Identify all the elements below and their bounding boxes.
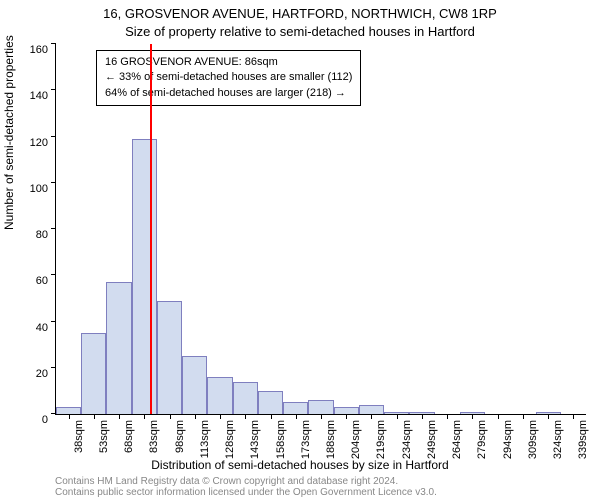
- y-tick-mark: [51, 367, 56, 368]
- x-tick-label: 98sqm: [174, 420, 186, 453]
- histogram-bar: [81, 333, 106, 414]
- attribution-text: Contains HM Land Registry data © Crown c…: [55, 476, 437, 498]
- chart-title-line1: 16, GROSVENOR AVENUE, HARTFORD, NORTHWIC…: [0, 6, 600, 21]
- x-tick-mark: [472, 414, 473, 419]
- x-tick-label: 309sqm: [527, 420, 539, 459]
- chart-container: 16, GROSVENOR AVENUE, HARTFORD, NORTHWIC…: [0, 0, 600, 500]
- histogram-bar: [334, 407, 359, 414]
- highlight-line: [150, 44, 152, 414]
- x-tick-label: 294sqm: [502, 420, 514, 459]
- x-tick-label: 204sqm: [350, 420, 362, 459]
- x-tick-mark: [447, 414, 448, 419]
- y-tick-mark: [51, 89, 56, 90]
- attribution-line2: Contains public sector information licen…: [55, 487, 437, 498]
- x-tick-mark: [321, 414, 322, 419]
- x-tick-mark: [523, 414, 524, 419]
- y-tick-mark: [51, 228, 56, 229]
- histogram-bar: [308, 400, 333, 414]
- x-tick-mark: [94, 414, 95, 419]
- histogram-bar: [182, 356, 207, 414]
- x-tick-mark: [245, 414, 246, 419]
- x-tick-mark: [573, 414, 574, 419]
- y-tick-label: 20: [36, 368, 48, 380]
- y-tick-mark: [51, 274, 56, 275]
- x-tick-label: 173sqm: [300, 420, 312, 459]
- x-tick-label: 143sqm: [249, 420, 261, 459]
- y-tick-label: 160: [30, 44, 48, 56]
- x-tick-label: 128sqm: [224, 420, 236, 459]
- y-tick-label: 100: [30, 183, 48, 195]
- x-tick-label: 264sqm: [451, 420, 463, 459]
- x-axis-label: Distribution of semi-detached houses by …: [0, 458, 600, 472]
- histogram-bar: [132, 139, 157, 414]
- histogram-bar: [157, 301, 182, 414]
- histogram-bar: [233, 382, 258, 414]
- chart-title-line2: Size of property relative to semi-detach…: [0, 24, 600, 39]
- x-tick-mark: [371, 414, 372, 419]
- x-tick-mark: [144, 414, 145, 419]
- x-tick-mark: [498, 414, 499, 419]
- y-tick-label: 40: [36, 322, 48, 334]
- x-tick-label: 158sqm: [275, 420, 287, 459]
- y-tick-mark: [51, 182, 56, 183]
- x-tick-label: 249sqm: [426, 420, 438, 459]
- x-tick-label: 83sqm: [148, 420, 160, 453]
- x-tick-mark: [422, 414, 423, 419]
- y-axis-label: Number of semi-detached properties: [2, 35, 16, 230]
- histogram-bar: [283, 402, 308, 414]
- x-tick-label: 188sqm: [325, 420, 337, 459]
- x-tick-mark: [69, 414, 70, 419]
- x-tick-label: 68sqm: [123, 420, 135, 453]
- x-tick-label: 279sqm: [476, 420, 488, 459]
- x-tick-label: 339sqm: [577, 420, 589, 459]
- x-tick-mark: [195, 414, 196, 419]
- x-tick-mark: [296, 414, 297, 419]
- y-tick-label: 0: [42, 414, 48, 426]
- y-tick-mark: [51, 136, 56, 137]
- histogram-bar: [106, 282, 131, 414]
- x-tick-mark: [548, 414, 549, 419]
- x-tick-label: 53sqm: [98, 420, 110, 453]
- x-tick-label: 113sqm: [199, 420, 211, 458]
- infobox-line3: 64% of semi-detached houses are larger (…: [105, 86, 352, 101]
- y-tick-label: 60: [36, 275, 48, 287]
- histogram-bar: [258, 391, 283, 414]
- x-tick-mark: [119, 414, 120, 419]
- plot-area: 16 GROSVENOR AVENUE: 86sqm ← 33% of semi…: [55, 44, 586, 415]
- x-tick-mark: [220, 414, 221, 419]
- infobox-line2: ← 33% of semi-detached houses are smalle…: [105, 70, 352, 85]
- x-tick-label: 324sqm: [552, 420, 564, 459]
- x-tick-mark: [346, 414, 347, 419]
- y-tick-mark: [51, 43, 56, 44]
- x-tick-label: 234sqm: [401, 420, 413, 459]
- x-tick-label: 38sqm: [73, 420, 85, 453]
- histogram-bar: [359, 405, 384, 414]
- attribution-line1: Contains HM Land Registry data © Crown c…: [55, 476, 437, 487]
- annotation-box: 16 GROSVENOR AVENUE: 86sqm ← 33% of semi…: [96, 50, 361, 106]
- y-tick-label: 80: [36, 229, 48, 241]
- x-tick-mark: [170, 414, 171, 419]
- histogram-bar: [56, 407, 81, 414]
- x-tick-label: 219sqm: [375, 420, 387, 459]
- x-tick-mark: [397, 414, 398, 419]
- y-tick-label: 120: [30, 137, 48, 149]
- y-tick-mark: [51, 321, 56, 322]
- histogram-bar: [207, 377, 232, 414]
- infobox-line1: 16 GROSVENOR AVENUE: 86sqm: [105, 55, 352, 70]
- x-tick-mark: [271, 414, 272, 419]
- y-tick-label: 140: [30, 90, 48, 102]
